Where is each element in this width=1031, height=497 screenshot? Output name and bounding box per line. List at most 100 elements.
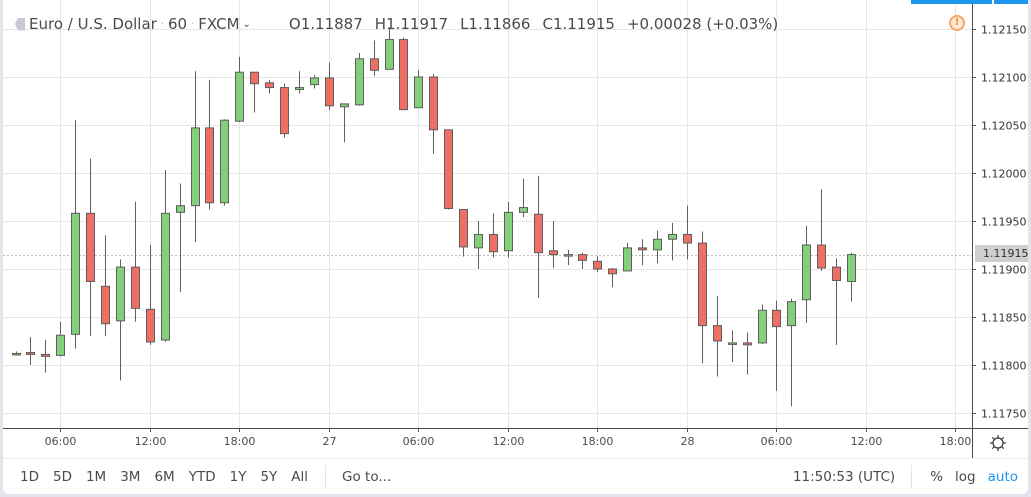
price-tick-label: 1.12100	[981, 72, 1027, 85]
time-tick-label: 12:00	[851, 435, 883, 448]
change-value: +0.00028 (+0.03%)	[626, 15, 779, 33]
candle	[728, 330, 737, 363]
symbol-name[interactable]: Euro / U.S. Dollar	[29, 15, 157, 33]
price-chart-canvas[interactable]: 1.12150 1.12100 1.12050 1.12000 1.11950 1.119…	[3, 0, 1028, 458]
range-all-button[interactable]: All	[291, 468, 309, 485]
candle	[578, 252, 587, 269]
candle	[787, 298, 796, 407]
candle	[191, 71, 200, 243]
time-tick-label: 27	[323, 435, 337, 448]
current-price-label: 1.11915	[975, 245, 1028, 262]
candle	[205, 79, 214, 210]
candle	[608, 268, 617, 288]
candle	[772, 300, 781, 391]
candle	[817, 189, 826, 271]
candle	[713, 295, 722, 377]
chart-widget: 1.12150 1.12100 1.12050 1.12000 1.11950 1.119…	[3, 0, 1028, 494]
time-tick-label: 18:00	[940, 435, 972, 448]
candle	[623, 243, 632, 272]
candlestick-series	[12, 27, 856, 407]
goto-date-button[interactable]: Go to...	[342, 468, 392, 485]
auto-scale-toggle[interactable]: auto	[987, 468, 1018, 485]
candle	[683, 205, 692, 260]
candle	[176, 183, 185, 293]
candle	[161, 170, 170, 342]
candle	[832, 258, 841, 345]
percent-scale-toggle[interactable]: %	[930, 468, 944, 485]
time-tick-label: 18:00	[224, 435, 256, 448]
candle	[414, 70, 423, 109]
range-1y-button[interactable]: 1Y	[229, 468, 247, 485]
toolbar-right: 11:50:53 (UTC) % log auto	[792, 464, 1028, 489]
candle	[116, 259, 125, 381]
candle	[549, 221, 558, 269]
price-tick-label: 1.11800	[981, 360, 1027, 373]
candle	[653, 230, 662, 264]
price-tick-label: 1.11900	[981, 264, 1027, 277]
date-range-selector: 1D 5D 1M 3M 6M YTD 1Y 5Y All	[19, 469, 315, 485]
log-scale-toggle[interactable]: log	[955, 468, 976, 485]
candle	[265, 79, 274, 94]
time-tick-label: 06:00	[45, 435, 77, 448]
candle	[519, 178, 528, 218]
price-tick-label: 1.11750	[981, 408, 1027, 421]
axes: 1.12150 1.12100 1.12050 1.12000 1.11950 1.119…	[3, 0, 1028, 458]
time-tick-label: 12:00	[493, 435, 525, 448]
candle	[429, 74, 438, 154]
exchange[interactable]: FXCM	[198, 15, 240, 33]
candle	[385, 27, 394, 70]
legend-separator: ·	[191, 18, 195, 30]
candle	[638, 239, 647, 266]
candle	[564, 249, 573, 266]
price-tick-label: 1.12000	[981, 168, 1027, 181]
price-tick-label: 1.11850	[981, 312, 1027, 325]
open-value: O1.11887	[288, 15, 363, 33]
candle	[280, 83, 289, 138]
candle	[101, 235, 110, 337]
time-tick-label: 06:00	[761, 435, 793, 448]
candle	[86, 158, 95, 337]
candle	[12, 351, 21, 356]
toolbar-divider	[911, 464, 913, 489]
close-value: C1.11915	[542, 15, 615, 33]
range-5y-button[interactable]: 5Y	[260, 468, 278, 485]
bottom-toolbar: 1D 5D 1M 3M 6M YTD 1Y 5Y All Go to... 11…	[3, 458, 1028, 494]
interval[interactable]: 60	[168, 15, 188, 33]
candle	[235, 56, 244, 123]
range-ytd-button[interactable]: YTD	[188, 468, 216, 485]
range-1m-button[interactable]: 1M	[85, 468, 107, 485]
candle	[71, 120, 80, 349]
candle	[220, 119, 229, 206]
candle	[26, 337, 35, 365]
range-6m-button[interactable]: 6M	[154, 468, 175, 485]
price-tick-label: 1.12050	[981, 120, 1027, 133]
candle	[41, 340, 50, 373]
low-value: L1.11866	[460, 15, 531, 33]
gear-icon[interactable]	[989, 434, 1007, 452]
candle	[668, 222, 677, 261]
time-tick-label: 12:00	[135, 435, 167, 448]
time-tick-label: 18:00	[582, 435, 614, 448]
candle	[131, 201, 140, 322]
range-5d-button[interactable]: 5D	[52, 468, 72, 485]
symbol-legend[interactable]: Euro / U.S. Dollar · 60 · FXCM ⌄ O1.1188…	[15, 14, 790, 34]
time-tick-label: 06:00	[403, 435, 435, 448]
utc-clock[interactable]: 11:50:53 (UTC)	[792, 468, 896, 485]
candle	[593, 256, 602, 272]
candle	[758, 304, 767, 344]
candle	[474, 221, 483, 269]
price-tick-label: 1.12150	[981, 24, 1027, 37]
warning-icon[interactable]: !	[949, 15, 965, 31]
range-1d-button[interactable]: 1D	[20, 468, 39, 485]
candle	[802, 225, 811, 323]
candle	[295, 71, 304, 94]
range-3m-button[interactable]: 3M	[120, 468, 141, 485]
candle	[534, 175, 543, 298]
candle	[504, 201, 513, 258]
candle	[56, 321, 65, 357]
collapse-legend-icon[interactable]	[15, 17, 25, 31]
candle	[698, 231, 707, 364]
candle	[743, 332, 752, 375]
chevron-down-icon[interactable]: ⌄	[242, 18, 251, 30]
candle	[370, 40, 379, 77]
